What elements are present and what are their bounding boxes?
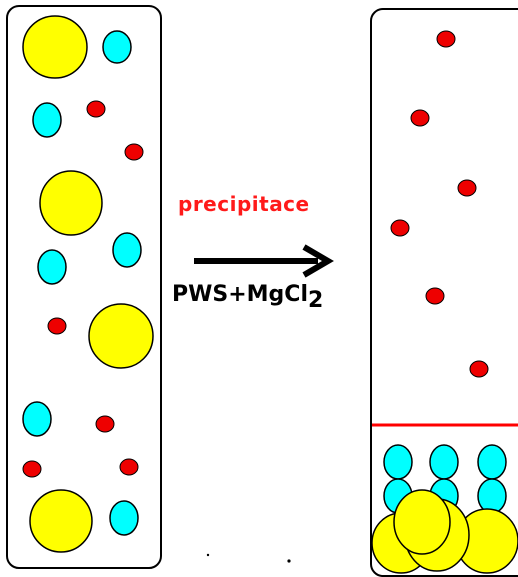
small-particle (22, 460, 42, 478)
medium-particle (22, 401, 52, 437)
small-particle (124, 143, 144, 161)
reagent-label: PWS+MgCl2 (172, 282, 323, 313)
tube-before-outline (6, 5, 162, 569)
small-particle (410, 109, 430, 127)
medium-particle (477, 478, 507, 514)
small-particle (425, 287, 445, 305)
large-particle (29, 489, 93, 553)
medium-particle (429, 444, 459, 480)
small-particle (95, 415, 115, 433)
small-particle (457, 179, 477, 197)
small-particle (436, 30, 456, 48)
small-particle (390, 219, 410, 237)
medium-particle (383, 444, 413, 480)
large-particle (22, 15, 88, 79)
small-particle (86, 100, 106, 118)
process-label: precipitace (178, 192, 310, 216)
medium-particle (32, 102, 62, 138)
small-particle (47, 317, 67, 335)
small-particle (469, 360, 489, 378)
medium-particle (477, 444, 507, 480)
small-particle (119, 458, 139, 476)
reagent-formula: PWS+MgCl (172, 282, 308, 307)
medium-particle (109, 500, 139, 536)
medium-particle (37, 249, 67, 285)
tube-before (6, 5, 162, 569)
tube-after (370, 8, 518, 577)
large-particle (39, 170, 103, 236)
medium-particle (112, 232, 142, 268)
medium-particle (102, 30, 132, 64)
stray-dot (206, 553, 210, 557)
tube-after-outline (370, 8, 518, 577)
stray-dot (287, 559, 291, 563)
reaction-arrow (194, 244, 334, 278)
large-particle (393, 489, 451, 555)
large-particle (88, 303, 154, 369)
reagent-subscript: 2 (308, 288, 324, 313)
